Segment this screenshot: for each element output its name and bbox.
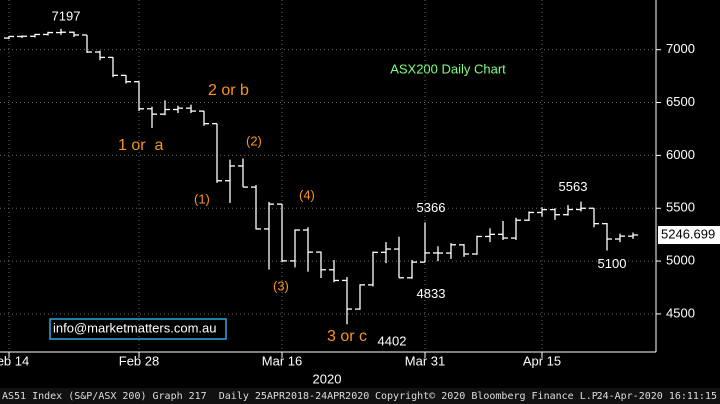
wave-label: (3) bbox=[273, 278, 289, 293]
footer-center: Copyright© 2020 Bloomberg Finance L.P. bbox=[375, 391, 604, 402]
x-tick-label: Feb 14 bbox=[0, 353, 29, 368]
wave-label: 1 or a bbox=[118, 137, 163, 154]
wave-label: (4) bbox=[299, 187, 315, 202]
footer-right: 24-Apr-2020 16:11:15 bbox=[597, 391, 717, 402]
y-tick-label: 5500 bbox=[666, 200, 695, 215]
price-label: 4833 bbox=[417, 286, 446, 301]
x-tick-label: Apr 15 bbox=[523, 353, 561, 368]
x-tick-label: Mar 31 bbox=[405, 353, 445, 368]
y-tick-label: 7000 bbox=[666, 41, 695, 56]
wave-label: 3 or c bbox=[327, 328, 367, 345]
chart-title: ASX200 Daily Chart bbox=[390, 61, 506, 76]
wave-label: (2) bbox=[246, 133, 262, 148]
x-axis-year: 2020 bbox=[313, 371, 342, 386]
contact: info@marketmatters.com.au bbox=[53, 320, 216, 335]
price-label: 5366 bbox=[417, 200, 446, 215]
price-label: 5100 bbox=[598, 256, 627, 271]
x-tick-label: Mar 16 bbox=[262, 353, 302, 368]
y-tick-label: 4500 bbox=[666, 305, 695, 320]
last-price-box bbox=[658, 226, 720, 245]
footer-left: AS51 Index (S&P/ASX 200) Graph 217 Daily… bbox=[2, 391, 369, 402]
price-label: 4402 bbox=[378, 334, 407, 349]
wave-label: 2 or b bbox=[208, 82, 249, 99]
wave-label: (1) bbox=[194, 191, 210, 206]
y-tick-label: 6000 bbox=[666, 147, 695, 162]
price-label: 5563 bbox=[559, 179, 588, 194]
last-price: 5246.699 bbox=[661, 226, 715, 241]
x-tick-label: Feb 28 bbox=[119, 353, 159, 368]
y-tick-label: 5000 bbox=[666, 253, 695, 268]
footer-bar bbox=[0, 388, 720, 404]
contact-box bbox=[49, 318, 227, 340]
y-tick-label: 6500 bbox=[666, 94, 695, 109]
price-label: 7197 bbox=[52, 8, 81, 23]
